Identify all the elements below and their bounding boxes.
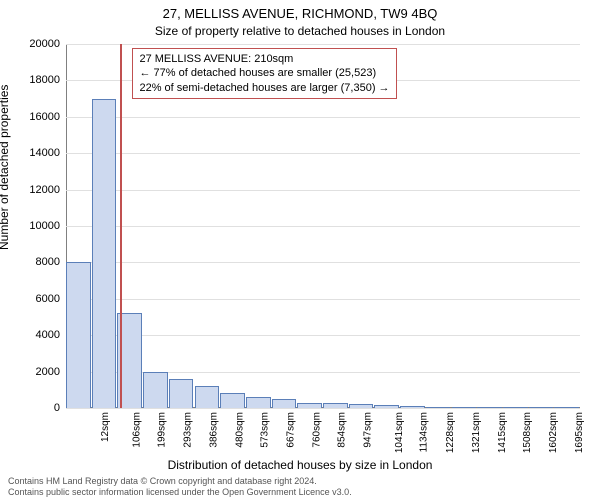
histogram-bar <box>452 407 477 408</box>
container: 27, MELLISS AVENUE, RICHMOND, TW9 4BQ Si… <box>0 0 600 500</box>
gridline <box>66 44 580 45</box>
x-tick-label: 1321sqm <box>471 412 482 453</box>
y-tick-label: 10000 <box>0 220 60 232</box>
callout-line-3: 22% of semi-detached houses are larger (… <box>139 81 389 95</box>
title-sub: Size of property relative to detached ho… <box>0 24 600 38</box>
x-tick-label: 1695sqm <box>574 412 585 453</box>
histogram-bar <box>92 99 117 408</box>
y-tick-label: 8000 <box>0 256 60 268</box>
footer-line-2: Contains public sector information licen… <box>8 487 352 497</box>
footer-line-1: Contains HM Land Registry data © Crown c… <box>8 476 317 486</box>
y-tick-label: 4000 <box>0 329 60 341</box>
histogram-bar <box>169 379 194 408</box>
gridline <box>66 226 580 227</box>
histogram-bar <box>220 393 245 408</box>
x-tick-label: 1134sqm <box>419 412 430 452</box>
histogram-bar <box>529 407 554 408</box>
gridline <box>66 190 580 191</box>
gridline <box>66 408 580 409</box>
x-tick-label: 573sqm <box>260 412 271 448</box>
x-tick-label: 293sqm <box>183 412 194 448</box>
histogram-bar <box>66 262 91 408</box>
x-tick-label: 199sqm <box>157 412 168 448</box>
y-tick-label: 0 <box>0 402 60 414</box>
histogram-bar <box>272 399 297 408</box>
histogram-bar <box>143 372 168 408</box>
x-tick-label: 106sqm <box>131 412 142 448</box>
gridline <box>66 299 580 300</box>
footer-attribution: Contains HM Land Registry data © Crown c… <box>8 476 352 498</box>
y-tick-label: 18000 <box>0 74 60 86</box>
gridline <box>66 262 580 263</box>
y-tick-label: 2000 <box>0 366 60 378</box>
x-tick-label: 760sqm <box>311 412 322 448</box>
callout-line-2: ← 77% of detached houses are smaller (25… <box>139 66 389 80</box>
histogram-bar <box>426 407 451 408</box>
x-tick-label: 1508sqm <box>522 412 533 453</box>
gridline <box>66 153 580 154</box>
y-tick-label: 14000 <box>0 147 60 159</box>
callout-line-1: 27 MELLISS AVENUE: 210sqm <box>139 52 389 66</box>
histogram-bar <box>297 403 322 408</box>
x-tick-label: 1228sqm <box>445 412 456 453</box>
histogram-bar <box>195 386 220 408</box>
x-tick-label: 1041sqm <box>394 412 405 453</box>
title-main: 27, MELLISS AVENUE, RICHMOND, TW9 4BQ <box>0 6 600 21</box>
x-tick-label: 386sqm <box>208 412 219 448</box>
histogram-bar <box>349 404 374 408</box>
y-tick-label: 16000 <box>0 111 60 123</box>
gridline <box>66 335 580 336</box>
histogram-bar <box>477 407 502 408</box>
x-axis-label: Distribution of detached houses by size … <box>0 458 600 472</box>
x-tick-label: 947sqm <box>363 412 374 448</box>
y-tick-label: 12000 <box>0 184 60 196</box>
x-tick-label: 480sqm <box>234 412 245 448</box>
histogram-bar <box>374 405 399 408</box>
property-marker-line <box>120 44 122 408</box>
y-tick-label: 6000 <box>0 293 60 305</box>
histogram-bar <box>400 406 425 408</box>
x-tick-label: 854sqm <box>337 412 348 448</box>
callout-box: 27 MELLISS AVENUE: 210sqm← 77% of detach… <box>132 48 396 99</box>
histogram-bar <box>246 397 271 408</box>
chart-plot-area: 27 MELLISS AVENUE: 210sqm← 77% of detach… <box>66 44 580 408</box>
y-tick-label: 20000 <box>0 38 60 50</box>
x-tick-label: 1415sqm <box>497 412 508 453</box>
gridline <box>66 117 580 118</box>
histogram-bar <box>503 407 528 408</box>
histogram-bar <box>323 403 348 408</box>
x-tick-label: 12sqm <box>100 412 111 442</box>
x-tick-label: 667sqm <box>285 412 296 448</box>
x-tick-label: 1602sqm <box>548 412 559 453</box>
histogram-bar <box>554 407 579 408</box>
